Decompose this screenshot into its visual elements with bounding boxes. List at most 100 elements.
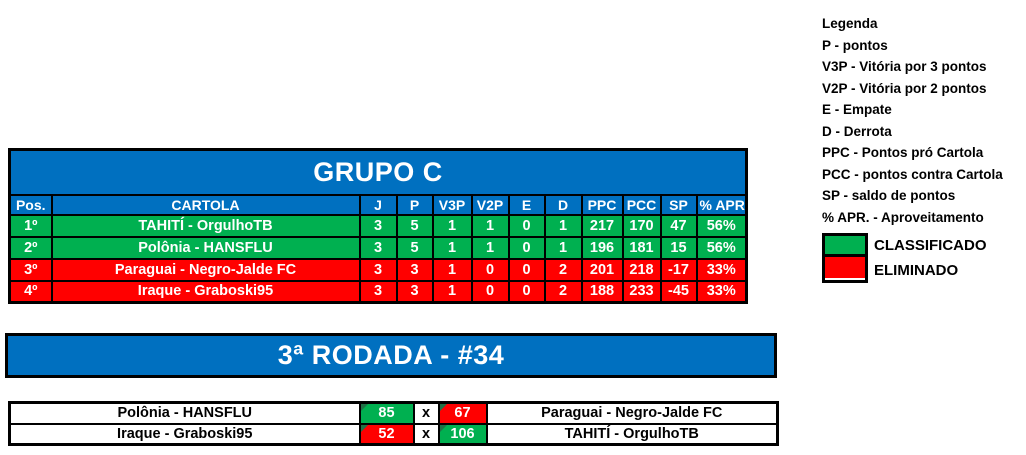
legend-panel: Legenda P - pontos V3P - Vitória por 3 p… [822,13,1003,283]
cell-apr: 33% [695,257,748,282]
classified-label: CLASSIFICADO [874,237,987,254]
cell-j: 3 [358,235,398,260]
col-header-pos: Pos. [8,193,53,216]
match-row-2: Iraque - Graboski95 52 x 106 TAHITÍ - Or… [8,422,779,446]
away-team: Paraguai - Negro-Jalde FC [485,401,779,425]
home-score-value: 52 [378,425,395,442]
cell-cartola: Iraque - Graboski95 [50,279,361,304]
excel-corner-flag-icon [440,425,447,432]
group-title-row: GRUPO C [8,148,748,196]
cell-apr: 56% [695,235,748,260]
legend-item-v2p: V2P - Vitória por 2 pontos [822,80,987,96]
group-standings-table: GRUPO C Pos. CARTOLA J P V3P V2P E D PPC… [8,148,749,304]
cell-sp: 47 [659,213,698,238]
excel-corner-flag-icon [361,425,368,432]
cell-ppc: 217 [580,213,624,238]
legend-item-pcc: PCC - pontos contra Cartola [822,166,1003,182]
cell-cartola: TAHITÍ - OrgulhoTB [50,213,361,238]
col-header-apr: % APR. [695,193,748,216]
away-team: TAHITÍ - OrgulhoTB [485,422,779,446]
cell-pcc: 233 [621,279,662,304]
classified-swatch [825,236,865,257]
cell-p: 3 [395,257,434,282]
cell-d: 1 [543,213,583,238]
cell-e: 0 [507,279,546,304]
cell-v3p: 1 [431,235,473,260]
match-results-table: Polônia - HANSFLU 85 x 67 Paraguai - Neg… [8,401,779,446]
cell-d: 2 [543,257,583,282]
cell-sp: 15 [659,235,698,260]
home-team: Polônia - HANSFLU [8,401,361,425]
home-score: 52 [358,422,415,446]
round-banner-title: 3ª RODADA - #34 [277,340,505,370]
round-banner: 3ª RODADA - #34 [5,333,777,378]
cell-j: 3 [358,279,398,304]
col-header-v2p: V2P [470,193,510,216]
score-separator: x [412,401,440,425]
score-separator: x [412,422,440,446]
eliminated-swatch [825,257,865,278]
cell-cartola: Paraguai - Negro-Jalde FC [50,257,361,282]
col-header-sp: SP [659,193,698,216]
standings-header-row: Pos. CARTOLA J P V3P V2P E D PPC PCC SP … [8,193,748,216]
cell-p: 3 [395,279,434,304]
cell-v2p: 1 [470,213,510,238]
cell-v3p: 1 [431,257,473,282]
standings-row-4: 4º Iraque - Graboski95 3 3 1 0 0 2 188 2… [8,279,748,304]
cell-v2p: 1 [470,235,510,260]
legend-item-apr: % APR. - Aproveitamento [822,209,984,225]
cell-e: 0 [507,257,546,282]
eliminated-label: ELIMINADO [874,262,959,279]
col-header-j: J [358,193,398,216]
col-header-p: P [395,193,434,216]
legend-swatch-box [822,233,868,283]
cell-v2p: 0 [470,279,510,304]
col-header-v3p: V3P [431,193,473,216]
cell-ppc: 196 [580,235,624,260]
cell-ppc: 201 [580,257,624,282]
legend-key-labels: CLASSIFICADO ELIMINADO [868,233,987,283]
cell-e: 0 [507,235,546,260]
excel-corner-flag-icon [440,404,447,411]
col-header-d: D [543,193,583,216]
away-score: 106 [437,422,488,446]
col-header-ppc: PPC [580,193,624,216]
cell-sp: -17 [659,257,698,282]
cell-cartola: Polônia - HANSFLU [50,235,361,260]
cell-pos: 1º [8,213,53,238]
cell-v3p: 1 [431,213,473,238]
cell-apr: 33% [695,279,748,304]
cell-j: 3 [358,213,398,238]
match-row-1: Polônia - HANSFLU 85 x 67 Paraguai - Neg… [8,401,779,425]
cell-pcc: 170 [621,213,662,238]
cell-pos: 4º [8,279,53,304]
legend-item-e: E - Empate [822,102,892,117]
legend-item-ppc: PPC - Pontos pró Cartola [822,145,984,160]
cell-pcc: 218 [621,257,662,282]
cell-j: 3 [358,257,398,282]
standings-row-2: 2º Polônia - HANSFLU 3 5 1 1 0 1 196 181… [8,235,748,260]
col-header-cartola: CARTOLA [50,193,361,216]
cell-sp: -45 [659,279,698,304]
cell-v3p: 1 [431,279,473,304]
cell-d: 1 [543,235,583,260]
cell-d: 2 [543,279,583,304]
cell-pcc: 181 [621,235,662,260]
legend-title: Legenda [822,16,878,31]
cell-p: 5 [395,235,434,260]
legend-key: CLASSIFICADO ELIMINADO [822,233,1003,283]
cell-v2p: 0 [470,257,510,282]
cell-pos: 3º [8,257,53,282]
legend-item-v3p: V3P - Vitória por 3 pontos [822,59,987,74]
col-header-e: E [507,193,546,216]
away-score-value: 106 [450,425,475,442]
legend-item-sp: SP - saldo de pontos [822,188,956,203]
cell-apr: 56% [695,213,748,238]
standings-row-3: 3º Paraguai - Negro-Jalde FC 3 3 1 0 0 2… [8,257,748,282]
home-score: 85 [358,401,415,425]
standings-row-1: 1º TAHITÍ - OrgulhoTB 3 5 1 1 0 1 217 17… [8,213,748,238]
excel-corner-flag-icon [361,404,368,411]
cell-e: 0 [507,213,546,238]
legend-item-d: D - Derrota [822,123,892,139]
